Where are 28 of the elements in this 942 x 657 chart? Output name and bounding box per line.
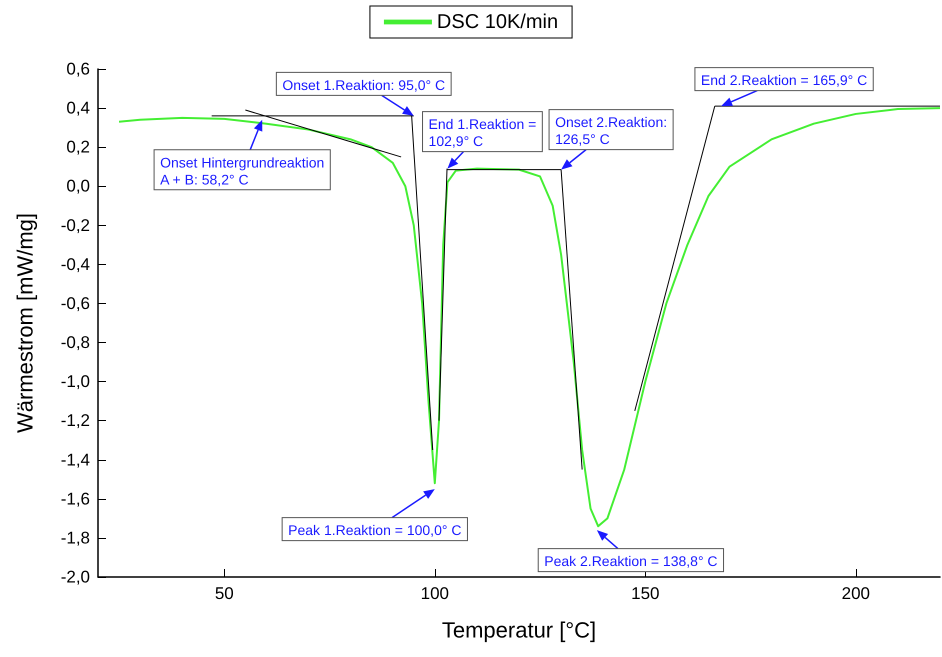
y-tick-label: -1,0 [60,372,90,392]
y-tick-label: -0,4 [60,254,90,274]
annotation: End 2.Reaktion = 165,9° C [700,72,868,88]
legend-label: DSC 10K/min [436,11,558,33]
x-tick-label: 200 [842,584,870,603]
annotation: Onset 2.Reaktion: 126,5° C [555,114,668,148]
x-tick-label: 100 [420,584,449,603]
y-tick-label: 0,6 [66,60,90,78]
y-tick-label: -0,8 [60,333,90,352]
y-tick-label: 0,2 [66,138,90,157]
annotation: Peak 2.Reaktion = 138,8° C [544,553,718,570]
y-axis-title: Wärmestrom [mW/mg] [12,213,38,433]
y-tick-label: -1,2 [60,411,90,430]
annotation: End 1.Reaktion = 102,9° C [428,116,536,150]
y-tick-label: -1,4 [60,450,90,470]
annotation: Onset Hintergrundreaktion A + B: 58,2° C [160,154,324,188]
annotation: Peak 1.Reaktion = 100,0° C [288,522,462,538]
x-axis-title: Temperatur [°C] [442,618,596,642]
x-tick-label: 150 [631,584,660,603]
annotation: Onset 1.Reaktion: 95,0° C [282,76,446,93]
y-tick-label: 0,4 [66,98,90,118]
x-tick-label: 50 [214,584,234,603]
y-tick-label: 0,0 [66,176,90,196]
y-tick-label: -1,6 [60,489,90,508]
y-tick-label: -1,8 [60,528,90,548]
y-tick-label: -0,2 [60,216,90,235]
y-tick-label: -0,6 [60,294,90,313]
y-tick-label: -2,0 [60,568,90,586]
